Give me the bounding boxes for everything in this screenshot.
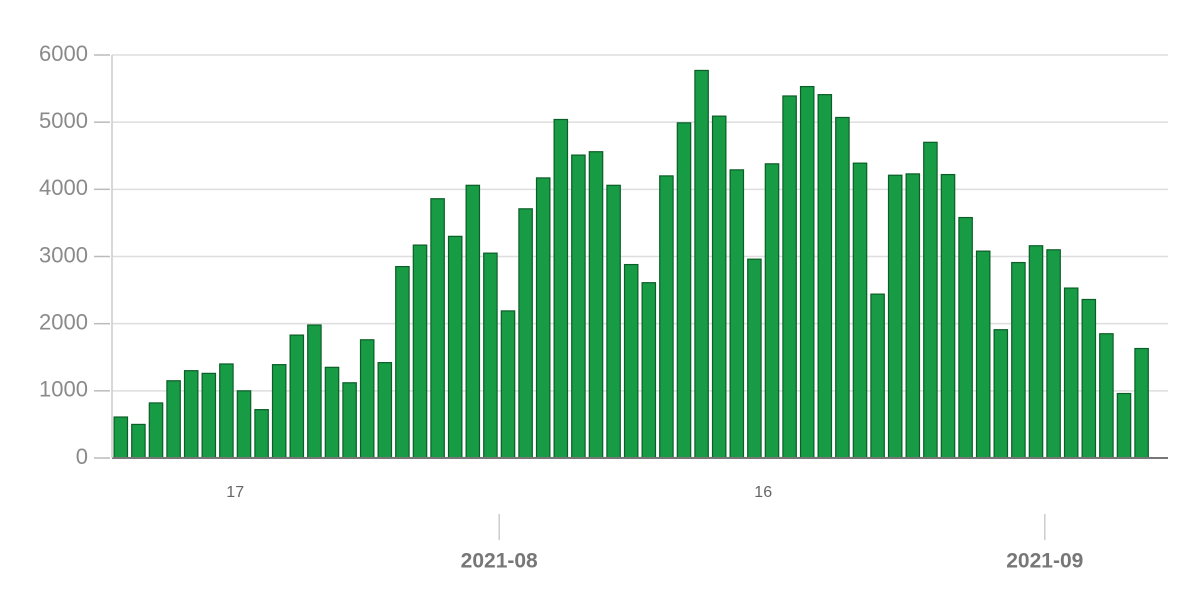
- bar: [430, 198, 445, 459]
- bar: [1134, 347, 1149, 459]
- bar: [694, 69, 709, 459]
- bar: [113, 416, 129, 459]
- bar: [623, 263, 639, 459]
- bar: [1116, 392, 1132, 459]
- bar: [940, 173, 956, 459]
- bar: [377, 362, 393, 459]
- bar: [799, 85, 815, 459]
- bar: [131, 423, 146, 459]
- bar: [1063, 287, 1079, 459]
- bar: [1028, 245, 1044, 459]
- bar: [782, 95, 797, 459]
- bar: [395, 265, 410, 459]
- bar: [923, 141, 938, 459]
- y-tick-label: 0: [76, 444, 88, 469]
- bar: [412, 244, 428, 459]
- bar: [1011, 261, 1026, 459]
- bar: [465, 184, 481, 459]
- bar: [201, 372, 217, 459]
- bar: [588, 151, 604, 459]
- bar: [729, 169, 745, 459]
- x-minor-label: 16: [754, 484, 772, 501]
- y-tick-label: 1000: [39, 377, 88, 402]
- bar: [835, 116, 850, 459]
- bar: [271, 364, 287, 459]
- bar: [553, 118, 569, 459]
- bar: [342, 382, 357, 459]
- bar: [166, 380, 181, 459]
- bar: [148, 402, 164, 459]
- bar: [887, 174, 903, 459]
- bar: [711, 115, 727, 459]
- bar: [324, 366, 340, 459]
- bar: [236, 390, 252, 459]
- bar: [447, 235, 463, 459]
- bar: [975, 250, 991, 459]
- y-tick-label: 6000: [39, 41, 88, 66]
- bar: [289, 334, 305, 459]
- y-tick-label: 2000: [39, 309, 88, 334]
- y-tick-label: 5000: [39, 108, 88, 133]
- bar: [676, 122, 692, 459]
- bar: [1099, 333, 1114, 459]
- bar: [254, 409, 269, 459]
- bar: [958, 216, 973, 459]
- x-major-label: 2021-09: [1006, 550, 1083, 573]
- x-major-label: 2021-08: [461, 550, 538, 573]
- bar: [1046, 249, 1061, 459]
- bar: [993, 329, 1009, 459]
- bar: [764, 163, 780, 459]
- bar: [817, 94, 833, 459]
- y-tick-label: 4000: [39, 175, 88, 200]
- bar: [483, 252, 498, 459]
- bar: [359, 339, 375, 459]
- y-tick-label: 3000: [39, 242, 88, 267]
- bar: [307, 324, 322, 459]
- bar: [571, 154, 586, 459]
- x-minor-label: 17: [226, 484, 244, 501]
- bar: [219, 363, 234, 459]
- bar: [535, 177, 551, 459]
- bar: [747, 258, 762, 459]
- bar: [183, 370, 199, 459]
- bar: [870, 293, 885, 459]
- bar: [852, 162, 868, 459]
- bar: [641, 282, 657, 459]
- bar: [659, 175, 674, 459]
- bar: [500, 310, 516, 459]
- bar: [606, 184, 621, 459]
- bar: [518, 208, 533, 459]
- bar: [905, 173, 921, 459]
- bar: [1081, 298, 1097, 459]
